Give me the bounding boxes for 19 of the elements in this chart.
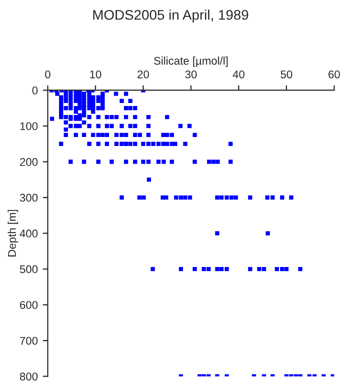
x-tick-label: 50 [280, 70, 292, 78]
x-tick-label: 20 [138, 70, 149, 78]
y-tick-label: 200 [20, 158, 38, 166]
y-tick-label: 600 [20, 301, 38, 309]
y-tick-label: 300 [20, 194, 38, 202]
y-tick-label: 400 [20, 230, 38, 238]
x-tick-label: 40 [232, 70, 244, 78]
x-tick-label: 0 [45, 70, 50, 78]
y-tick-label: 700 [20, 336, 38, 345]
y-tick-label: 500 [20, 265, 38, 274]
y-tick-label: 800 [20, 372, 38, 380]
x-tick-label: 60 [328, 70, 340, 78]
x-tick-label: 30 [185, 70, 197, 78]
x-tick-label: 10 [90, 70, 102, 78]
y-tick-label: 100 [20, 122, 38, 130]
y-axis-title: Depth [m] [8, 210, 18, 256]
x-axis-title: Silicate [µmol/l] [154, 56, 228, 67]
chart-title: MODS2005 in April, 1989 [93, 10, 248, 23]
y-tick-label: 0 [32, 86, 38, 94]
